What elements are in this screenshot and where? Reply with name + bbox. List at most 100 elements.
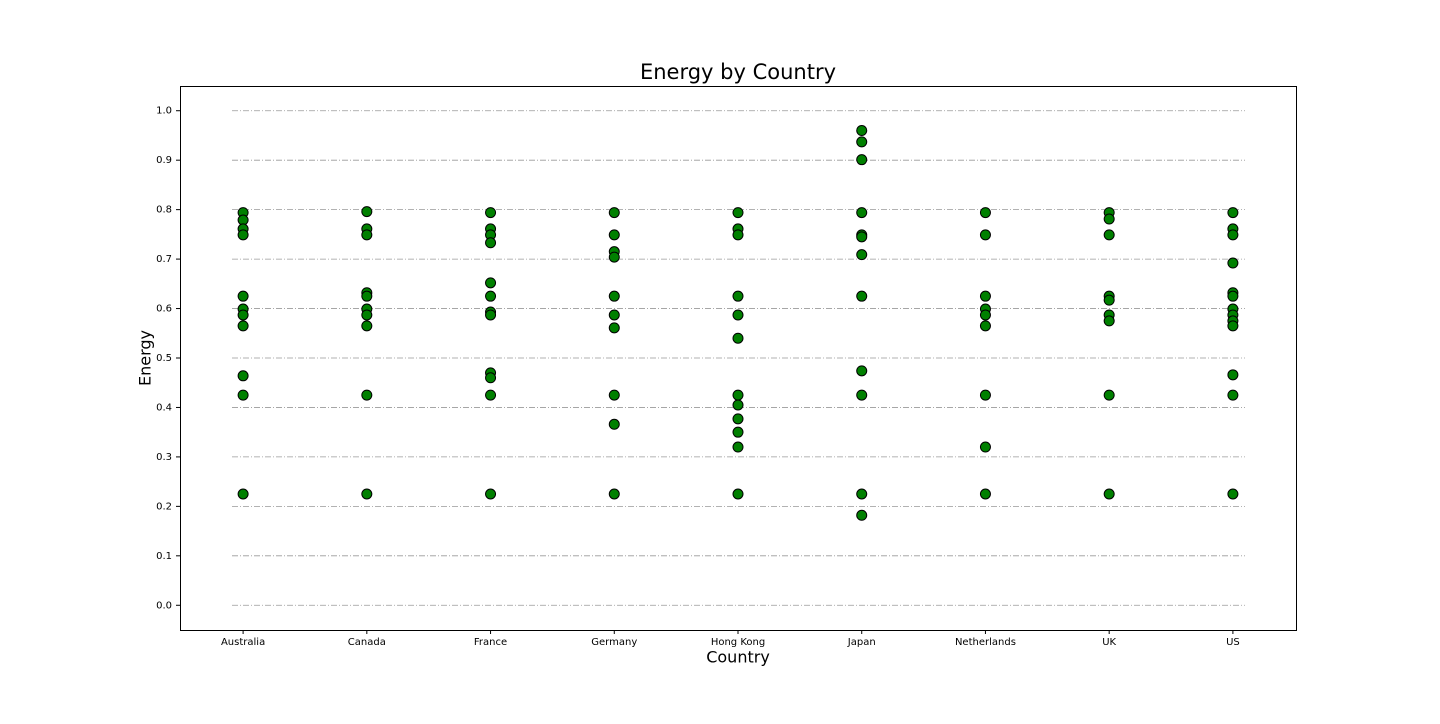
point [732,332,744,344]
y-tick-label: 0.0 [156,600,172,611]
point [732,290,744,302]
point [1103,488,1115,500]
point [979,488,991,500]
point [485,488,497,500]
point [361,389,373,401]
point [732,441,744,453]
x-tick-label: UK [1102,637,1116,648]
point [1227,320,1239,332]
x-axis-label: Country [706,648,770,667]
point [485,237,497,249]
point [361,488,373,500]
point [856,207,868,219]
point [1103,315,1115,327]
point [979,389,991,401]
y-tick-label: 0.8 [156,205,172,216]
point [485,290,497,302]
x-tick-label: Japan [847,637,876,648]
y-tick-label: 0.3 [156,452,172,463]
point [856,509,868,521]
point [1103,213,1115,225]
point [608,207,620,219]
y-tick-label: 0.4 [156,402,172,413]
plot-layer: 0.0 0.1 0.2 0.3 0.4 0.5 0.6 0.7 0.8 0.9 1.0 Austral… [156,106,1245,648]
point [237,389,249,401]
point [732,389,744,401]
x-tick-label: Hong Kong [711,637,765,648]
point [979,309,991,321]
y-axis-label: Energy [136,330,155,386]
point [237,309,249,321]
point [732,488,744,500]
point [1227,389,1239,401]
point [1103,229,1115,241]
point [608,290,620,302]
y-tick-label: 0.9 [156,155,172,166]
plot-frame [180,86,1297,631]
point [361,320,373,332]
point [237,370,249,382]
point [237,290,249,302]
point [856,488,868,500]
x-tick-label: Germany [591,637,637,648]
point [979,229,991,241]
point [732,207,744,219]
point [856,290,868,302]
y-tick-label: 0.5 [156,353,172,364]
point [732,426,744,438]
point [732,309,744,321]
point [485,277,497,289]
point [608,389,620,401]
point [732,229,744,241]
point [1103,294,1115,306]
point [856,231,868,243]
x-tick-label: Australia [221,637,265,648]
point [979,441,991,453]
point [856,365,868,377]
x-tick-label: Canada [348,637,386,648]
y-tick-label: 0.6 [156,304,172,315]
point [979,207,991,219]
point [485,207,497,219]
point [979,320,991,332]
point [856,249,868,261]
y-tick-label: 1.0 [156,106,172,117]
point [608,229,620,241]
point [485,309,497,321]
point [856,136,868,148]
point [361,290,373,302]
chart-title: Energy by Country [640,60,836,84]
point [485,372,497,384]
point [237,320,249,332]
point [732,413,744,425]
x-tick-label: France [474,637,507,648]
point [608,309,620,321]
point [361,206,373,218]
point [485,389,497,401]
x-tick-label: Netherlands [955,637,1016,648]
y-tick-label: 0.1 [156,551,172,562]
point [1227,369,1239,381]
point [361,309,373,321]
point [608,251,620,263]
point [608,322,620,334]
point [1227,290,1239,302]
point [1227,207,1239,219]
point [856,389,868,401]
point [856,125,868,137]
point [732,399,744,411]
point [1227,229,1239,241]
point [361,229,373,241]
point [608,418,620,430]
y-tick-label: 0.2 [156,501,172,512]
point [979,290,991,302]
point [856,154,868,166]
point [237,229,249,241]
y-tick-label: 0.7 [156,254,172,265]
point [608,488,620,500]
point [1227,257,1239,269]
point [1103,389,1115,401]
point [1227,488,1239,500]
